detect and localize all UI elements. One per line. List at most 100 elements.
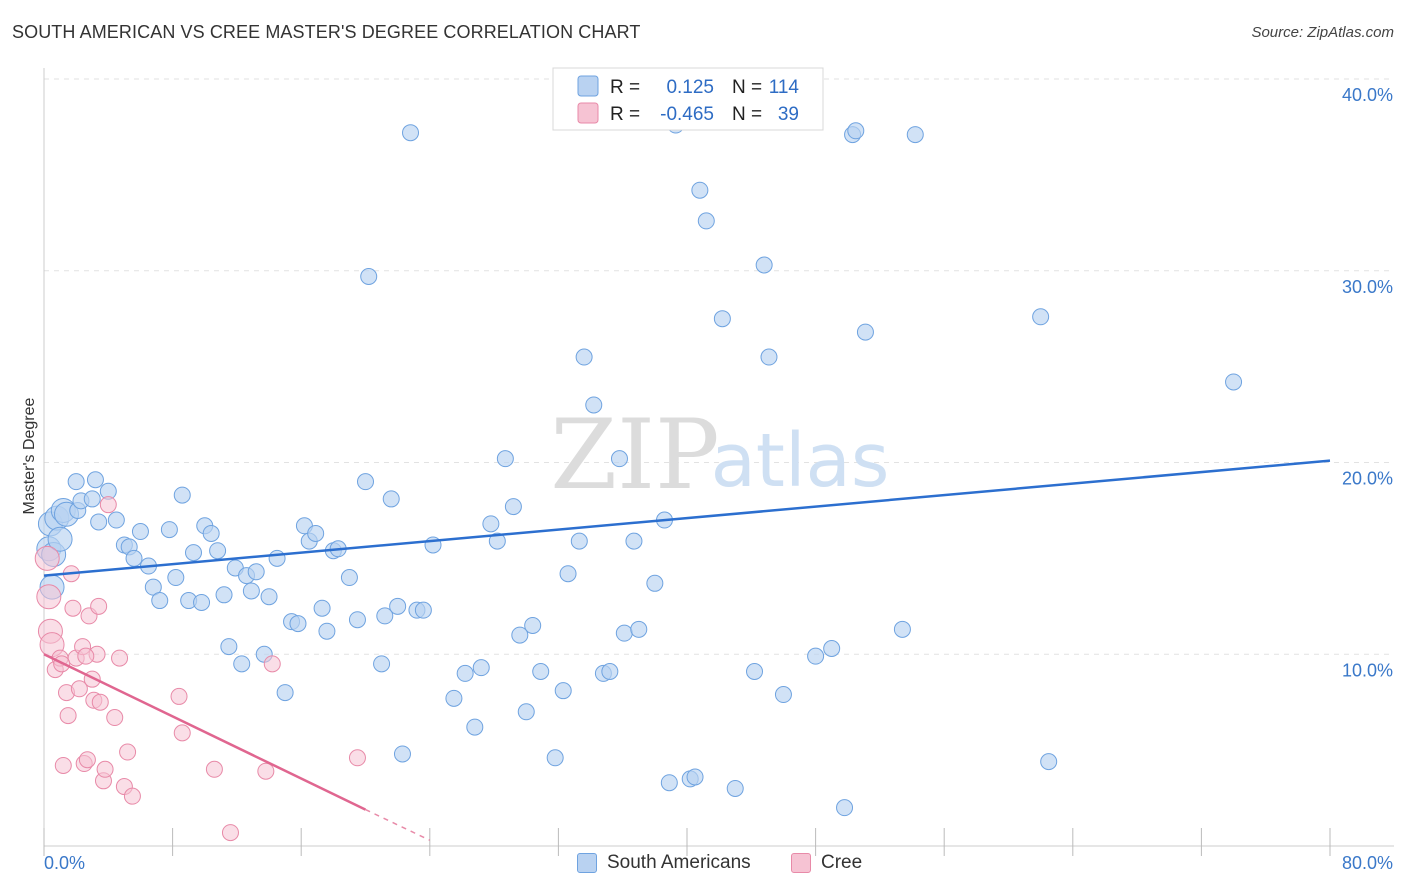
point-south-american (847, 122, 865, 140)
legend-r-label-1: R = (610, 77, 640, 98)
point-south-american (360, 268, 378, 286)
point-south-american (646, 574, 664, 592)
point-south-american (376, 607, 394, 625)
point-south-american (546, 749, 564, 767)
point-south-american (456, 664, 474, 682)
bottom-legend-cree: Cree (791, 852, 862, 874)
point-south-american (318, 622, 336, 640)
bottom-legend: South Americans Cree (0, 850, 1406, 880)
point-cree (170, 687, 188, 705)
point-south-american (697, 212, 715, 230)
point-cree (78, 751, 96, 769)
legend-r-value-2: -0.465 (660, 104, 714, 125)
point-south-american (532, 663, 550, 681)
legend-swatch-blue (577, 75, 599, 97)
point-south-american (1032, 308, 1050, 326)
point-cree (221, 824, 239, 842)
point-cree (263, 655, 281, 673)
point-south-american (276, 684, 294, 702)
trend-cree-extension (365, 808, 431, 841)
point-cree (54, 756, 72, 774)
point-cree (59, 707, 77, 725)
point-south-american (554, 682, 572, 700)
y-tick-label-2: 30.0% (1342, 277, 1393, 297)
point-cree (96, 760, 114, 778)
point-south-american (215, 586, 233, 604)
point-south-american (268, 549, 286, 567)
legend-n-value-2: 39 (778, 104, 799, 125)
point-south-american (660, 774, 678, 792)
bottom-legend-swatch-pink (791, 853, 811, 873)
point-south-american (610, 450, 628, 468)
point-south-american (242, 582, 260, 600)
point-south-american (496, 450, 514, 468)
point-south-american (307, 524, 325, 542)
point-south-american (151, 592, 169, 610)
legend-n-value-1: 114 (769, 77, 800, 98)
trend-lines (43, 459, 1331, 841)
point-south-american (67, 473, 85, 491)
point-cree (173, 724, 191, 742)
point-south-american (906, 126, 924, 144)
point-south-american (726, 779, 744, 797)
point-south-american (209, 542, 227, 560)
point-south-american (260, 588, 278, 606)
point-south-american (289, 615, 307, 633)
point-cree (77, 647, 95, 665)
point-cree (348, 749, 366, 767)
y-tick-label-3: 40.0% (1342, 85, 1393, 105)
point-south-american (585, 396, 603, 414)
point-south-american (625, 532, 643, 550)
point-south-american (836, 799, 854, 817)
point-south-american (760, 348, 778, 366)
point-cree (64, 599, 82, 617)
point-south-american (107, 511, 125, 529)
y-axis-label: Master's Degree (21, 397, 38, 514)
point-south-american (373, 655, 391, 673)
point-south-american (167, 569, 185, 587)
trend-cree (43, 653, 367, 811)
bottom-legend-south: South Americans (577, 852, 751, 874)
point-south-american (445, 689, 463, 707)
legend-n-label-1: N = (732, 77, 762, 98)
point-cree (34, 545, 60, 571)
point-cree (99, 496, 117, 514)
point-south-american (414, 601, 432, 619)
point-south-american (466, 718, 484, 736)
point-south-american (173, 486, 191, 504)
tick-labels: 10.0% 20.0% 30.0% 40.0% 0.0% 80.0% (44, 85, 1393, 873)
point-south-american (504, 498, 522, 516)
point-cree (123, 787, 141, 805)
point-south-american (807, 647, 825, 665)
point-south-american (348, 611, 366, 629)
point-south-american (83, 490, 101, 508)
point-south-american (893, 620, 911, 638)
point-south-american (823, 639, 841, 657)
axes (43, 68, 1394, 856)
point-cree (90, 597, 108, 615)
x-tick-label-1: 80.0% (1342, 853, 1393, 873)
point-south-american (86, 471, 104, 489)
point-south-american (393, 745, 411, 763)
point-south-american (193, 593, 211, 611)
series-cree (34, 496, 366, 842)
point-south-american (233, 655, 251, 673)
chart-title: SOUTH AMERICAN VS CREE MASTER'S DEGREE C… (12, 22, 641, 42)
point-south-american (601, 663, 619, 681)
point-south-american (382, 490, 400, 508)
point-south-american (630, 620, 648, 638)
point-cree (111, 649, 129, 667)
point-south-american (615, 624, 633, 642)
bottom-legend-label-cree: Cree (821, 852, 863, 873)
point-south-american (340, 569, 358, 587)
point-south-american (755, 256, 773, 274)
point-south-american (774, 686, 792, 704)
y-tick-label-1: 20.0% (1342, 469, 1393, 489)
bottom-legend-label-south: South Americans (607, 852, 751, 873)
point-cree (70, 680, 88, 698)
point-south-american (746, 663, 764, 681)
point-south-american (1225, 373, 1243, 391)
point-south-american (488, 532, 506, 550)
point-south-american (1040, 753, 1058, 771)
